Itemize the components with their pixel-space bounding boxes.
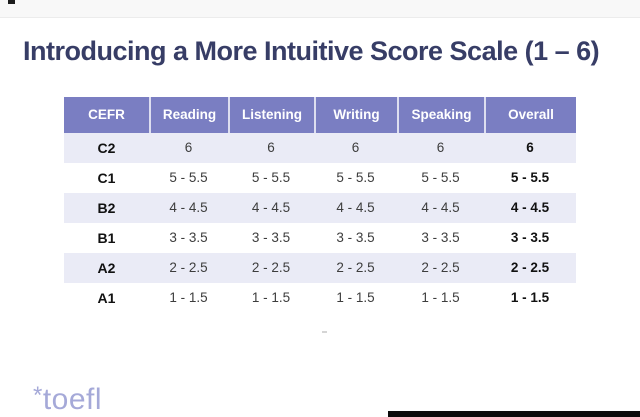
cell-overall: 2 - 2.5 (510, 260, 550, 275)
table-row-b1: B1 3 - 3.5 3 - 3.5 3 - 3.5 3 - 3.5 3 - 3… (64, 223, 576, 253)
cell-overall: 6 (526, 140, 534, 155)
cell-listening: 6 (267, 140, 275, 155)
header-cell-overall: Overall (484, 97, 576, 133)
header-cell-reading: Reading (149, 97, 228, 133)
cell-speaking: 2 - 2.5 (421, 260, 460, 275)
cell-speaking: 6 (436, 140, 445, 155)
cell-cefr: C2 (97, 140, 116, 156)
table-row-a2: A2 2 - 2.5 2 - 2.5 2 - 2.5 2 - 2.5 2 - 2… (64, 253, 576, 283)
cell-overall: 5 - 5.5 (510, 170, 550, 185)
asterisk-icon: * (33, 382, 43, 409)
cell-speaking: 5 - 5.5 (421, 170, 460, 185)
bottom-bar (388, 411, 640, 417)
header-cell-writing: Writing (314, 97, 397, 133)
cell-reading: 1 - 1.5 (169, 290, 208, 305)
cell-listening: 3 - 3.5 (251, 230, 291, 245)
cell-speaking: 1 - 1.5 (421, 290, 460, 305)
cell-cefr: B2 (97, 200, 116, 216)
cell-writing: 5 - 5.5 (336, 170, 375, 185)
header-cell-speaking: Speaking (397, 97, 484, 133)
cell-listening: 4 - 4.5 (251, 200, 291, 215)
score-table: CEFR Reading Listening Writing Speaking … (64, 97, 576, 313)
cell-cefr: A2 (97, 260, 116, 276)
cell-cefr: A1 (97, 290, 116, 306)
cell-reading: 3 - 3.5 (169, 230, 208, 245)
toefl-logo: *toefl (33, 381, 102, 415)
table-row-b2: B2 4 - 4.5 4 - 4.5 4 - 4.5 4 - 4.5 4 - 4… (64, 193, 576, 223)
cell-overall: 1 - 1.5 (510, 290, 550, 305)
cell-writing: 4 - 4.5 (336, 200, 375, 215)
cell-reading: 6 (184, 140, 193, 155)
cell-writing: 6 (351, 140, 360, 155)
cell-reading: 5 - 5.5 (169, 170, 208, 185)
smudge-mark (322, 331, 327, 333)
header-cell-cefr: CEFR (88, 107, 125, 122)
header-cell-listening: Listening (228, 97, 314, 133)
toefl-logo-text: toefl (42, 383, 103, 416)
cell-listening: 2 - 2.5 (251, 260, 291, 275)
table-row-c1: C1 5 - 5.5 5 - 5.5 5 - 5.5 5 - 5.5 5 - 5… (64, 163, 576, 193)
cell-writing: 1 - 1.5 (336, 290, 375, 305)
table-header-row: CEFR Reading Listening Writing Speaking … (64, 97, 576, 133)
cell-cefr: C1 (97, 170, 116, 186)
cell-speaking: 3 - 3.5 (421, 230, 460, 245)
cell-listening: 5 - 5.5 (251, 170, 291, 185)
table-row-c2: C2 6 6 6 6 6 (64, 133, 576, 163)
page-title: Introducing a More Intuitive Score Scale… (23, 36, 600, 66)
top-strip (0, 0, 640, 18)
top-left-mark (8, 0, 15, 4)
cell-overall: 4 - 4.5 (510, 200, 550, 215)
cell-writing: 2 - 2.5 (336, 260, 375, 275)
cell-writing: 3 - 3.5 (336, 230, 375, 245)
cell-reading: 4 - 4.5 (169, 200, 208, 215)
cell-reading: 2 - 2.5 (169, 260, 208, 275)
cell-listening: 1 - 1.5 (251, 290, 291, 305)
cell-overall: 3 - 3.5 (510, 230, 550, 245)
cell-cefr: B1 (97, 230, 116, 246)
table-row-a1: A1 1 - 1.5 1 - 1.5 1 - 1.5 1 - 1.5 1 - 1… (64, 283, 576, 313)
cell-speaking: 4 - 4.5 (421, 200, 460, 215)
